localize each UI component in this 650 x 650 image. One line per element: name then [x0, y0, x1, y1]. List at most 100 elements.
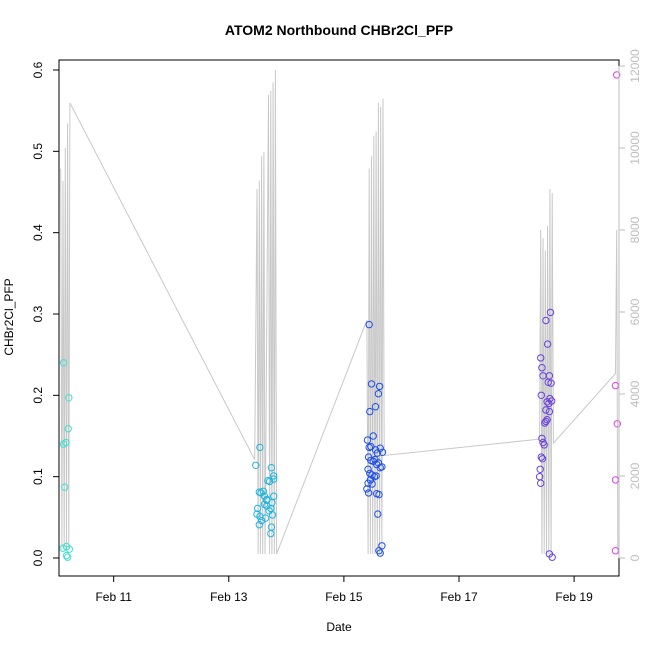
data-point	[364, 465, 372, 473]
x-axis-label: Date	[326, 620, 352, 634]
y-tick-label: 0.1	[31, 468, 45, 485]
data-point	[64, 425, 72, 433]
data-point	[366, 407, 374, 416]
data-point	[542, 417, 550, 426]
data-point	[268, 499, 276, 507]
data-point	[538, 434, 546, 443]
data-point	[378, 463, 386, 471]
data-point	[267, 504, 275, 513]
y-tick-label: 0.5	[31, 143, 45, 160]
data-point	[65, 394, 73, 402]
data-point	[547, 379, 555, 387]
data-point	[372, 472, 380, 480]
data-point	[267, 464, 276, 472]
y-tick-label: 0.0	[31, 549, 45, 566]
data-point	[59, 359, 68, 367]
data-point	[62, 438, 70, 447]
x-tick-label: Feb 13	[210, 590, 248, 604]
data-point	[536, 465, 544, 473]
data-point	[59, 440, 68, 448]
data-point	[613, 420, 621, 428]
data-point	[374, 390, 383, 398]
data-point	[548, 553, 556, 561]
data-point	[545, 407, 554, 416]
chart-title: ATOM2 Northbound CHBr2Cl_PFP	[225, 22, 453, 38]
secondary-series-line	[60, 70, 619, 555]
y2-tick-label: 0	[628, 554, 642, 561]
data-point	[537, 479, 545, 487]
data-point	[537, 391, 545, 399]
y2-tick-label: 10000	[628, 131, 642, 165]
data-point	[63, 553, 72, 561]
data-point	[368, 471, 376, 479]
data-point	[369, 432, 377, 440]
y-tick-label: 0.4	[31, 224, 45, 241]
data-point	[260, 500, 269, 508]
y2-tick-label: 2000	[628, 462, 642, 489]
y-axis-label: CHBr2Cl_PFP	[2, 278, 16, 355]
data-point	[267, 529, 275, 538]
data-point	[546, 394, 554, 403]
data-point	[270, 492, 278, 500]
data-point	[542, 316, 550, 325]
data-point	[546, 308, 555, 317]
y2-tick-label: 12000	[628, 49, 642, 83]
x-tick-label: Feb 11	[95, 590, 132, 604]
x-axis: Feb 11 Feb 13 Feb 15 Feb 17 Feb 19	[95, 575, 593, 604]
data-point	[268, 511, 277, 519]
data-point	[375, 490, 383, 499]
secondary-line-layer	[60, 70, 619, 555]
data-point	[368, 480, 376, 488]
data-point	[365, 320, 373, 329]
data-point	[375, 382, 384, 391]
data-point	[252, 461, 260, 469]
y2-tick-label: 8000	[628, 216, 642, 243]
data-point	[270, 475, 278, 483]
data-point	[545, 372, 554, 380]
data-point	[543, 340, 552, 348]
data-point	[378, 448, 387, 456]
data-point	[541, 419, 549, 427]
y2-tick-label: 4000	[628, 380, 642, 407]
data-point	[374, 510, 382, 518]
points-layer	[59, 71, 621, 561]
data-point	[371, 403, 380, 411]
x-tick-label: Feb 19	[555, 590, 593, 604]
data-point	[255, 521, 263, 529]
y-tick-label: 0.6	[31, 61, 45, 78]
y-tick-label: 0.2	[31, 387, 45, 404]
plot-frame	[58, 59, 620, 577]
data-point	[367, 380, 376, 388]
data-point	[611, 381, 620, 390]
data-point	[363, 485, 371, 493]
data-point	[366, 476, 375, 484]
data-point	[65, 545, 74, 553]
data-point	[257, 516, 266, 525]
y-tick-label: 0.3	[31, 305, 45, 322]
data-point	[253, 504, 262, 513]
data-point	[613, 71, 621, 79]
data-point	[542, 406, 550, 414]
y2-axis: 0 2000 4000 6000 8000 10000 12000	[618, 49, 642, 561]
data-point	[548, 397, 556, 405]
x-tick-label: Feb 15	[325, 590, 363, 604]
data-point	[376, 444, 384, 452]
data-point	[265, 477, 274, 486]
data-point	[256, 443, 264, 452]
data-point	[270, 472, 278, 480]
data-point	[261, 514, 270, 522]
data-point	[540, 441, 548, 449]
y2-tick-label: 6000	[628, 298, 642, 325]
y-axis: 0.0 0.1 0.2 0.3 0.4 0.5 0.6	[31, 61, 59, 566]
data-point	[363, 436, 372, 444]
data-point	[259, 487, 267, 495]
data-point	[364, 489, 373, 497]
data-point	[61, 483, 69, 491]
data-point	[537, 453, 545, 461]
data-point	[538, 364, 546, 372]
x-tick-label: Feb 17	[440, 590, 478, 604]
data-point	[537, 354, 545, 362]
data-point	[62, 551, 71, 560]
data-point	[538, 455, 547, 463]
